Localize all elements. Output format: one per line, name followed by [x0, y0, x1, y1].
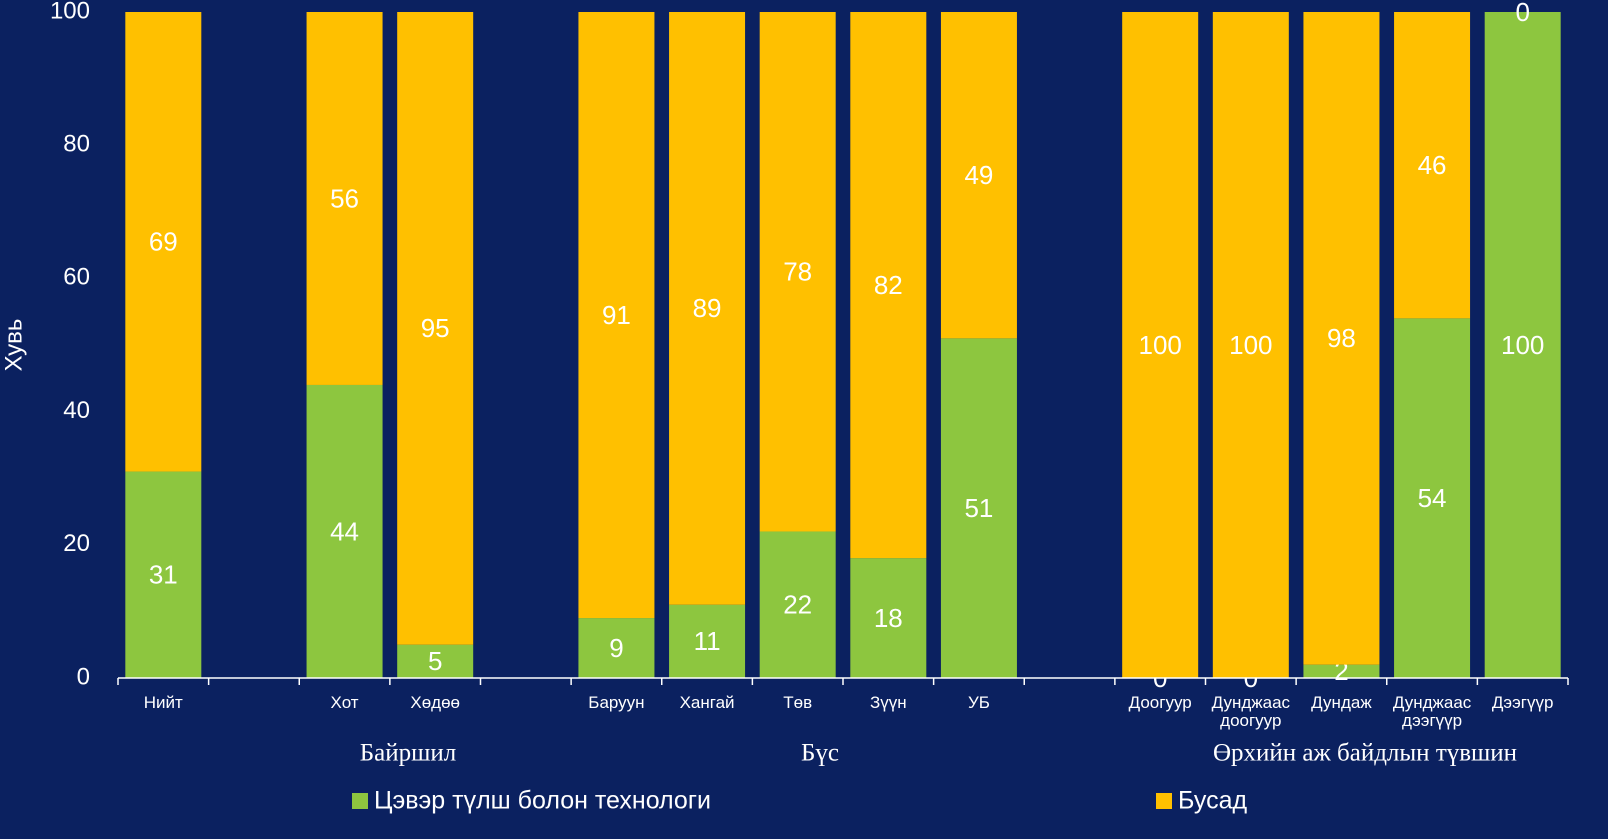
y-tick-label: 0 — [77, 663, 90, 690]
bar-segment — [1303, 12, 1380, 665]
y-tick-label: 60 — [63, 264, 90, 291]
data-label: 100 — [1501, 330, 1544, 360]
bar-segment — [578, 12, 655, 619]
data-label: 54 — [1418, 483, 1447, 513]
data-label: 46 — [1418, 150, 1447, 180]
data-label: 69 — [149, 227, 178, 257]
bar-segment — [669, 604, 746, 678]
bar-segment — [306, 12, 383, 385]
y-tick-label: 80 — [63, 131, 90, 158]
x-tick-label: Нийт — [143, 693, 183, 712]
bar-segment — [1484, 12, 1561, 678]
bar-segment — [125, 12, 202, 472]
data-label: 95 — [421, 313, 450, 343]
legend-swatch — [1156, 793, 1172, 809]
x-tick-label: Хангай — [679, 693, 735, 712]
data-label: 91 — [602, 300, 631, 330]
x-tick-label: Дээгүүр — [1491, 693, 1554, 712]
data-label: 98 — [1327, 323, 1356, 353]
data-label: 78 — [783, 257, 812, 287]
bar-segment — [1122, 12, 1199, 678]
data-label: 9 — [609, 633, 623, 663]
x-tick-label: Дундаж — [1311, 693, 1372, 712]
bar-segment — [306, 384, 383, 678]
legend-label: Цэвэр түлш болон технологи — [374, 787, 711, 815]
x-tick-label: Дунджаас доогуур — [1211, 693, 1291, 730]
bar-segment — [759, 12, 836, 532]
x-tick-label: УБ — [967, 693, 990, 712]
x-tick-label: Зүүн — [869, 693, 907, 712]
x-tick-label: Доогуур — [1128, 693, 1192, 712]
bar-segment — [578, 618, 655, 678]
data-label: 11 — [694, 626, 721, 656]
y-axis-label: Хувь — [0, 319, 27, 372]
data-label: 31 — [149, 560, 178, 590]
x-tick-label: Дунджаас дээгүүр — [1392, 693, 1472, 730]
legend-label: Бусад — [1178, 787, 1247, 815]
data-label: 100 — [1229, 330, 1272, 360]
bar-segment — [1394, 318, 1471, 678]
bar-segment — [1212, 12, 1289, 678]
bar-segment — [759, 531, 836, 678]
legend-swatch — [352, 793, 368, 809]
data-label: 51 — [964, 493, 993, 523]
x-tick-label: Төв — [783, 693, 813, 712]
data-label: 44 — [330, 516, 359, 546]
bar-segment — [125, 471, 202, 678]
bar-segment — [669, 12, 746, 605]
x-tick-label: Хот — [330, 693, 359, 712]
data-label: 5 — [428, 646, 442, 676]
data-label: 56 — [330, 183, 359, 213]
data-label: 18 — [874, 603, 903, 633]
group-label: Байршил — [360, 740, 456, 767]
data-label: 100 — [1138, 330, 1181, 360]
x-tick-label: Хөдөө — [410, 693, 460, 712]
bar-segment — [1394, 12, 1471, 319]
y-tick-label: 40 — [63, 397, 90, 424]
bar-segment — [1303, 664, 1380, 678]
y-tick-label: 20 — [63, 530, 90, 557]
data-label: 89 — [693, 293, 722, 323]
bar-segment — [940, 12, 1017, 339]
bar-segment — [850, 12, 927, 559]
data-label: 0 — [1515, 0, 1529, 27]
data-label: 82 — [874, 270, 903, 300]
group-label: Өрхийн аж байдлын түвшин — [1213, 740, 1517, 767]
bar-segment — [397, 12, 474, 645]
data-label: 49 — [964, 160, 993, 190]
y-tick-label: 100 — [50, 0, 90, 24]
bar-segment — [850, 558, 927, 678]
bar-segment — [397, 644, 474, 678]
group-label: Бүс — [801, 740, 839, 767]
data-label: 22 — [783, 590, 812, 620]
x-tick-label: Баруун — [588, 693, 645, 712]
bar-segment — [940, 338, 1017, 678]
